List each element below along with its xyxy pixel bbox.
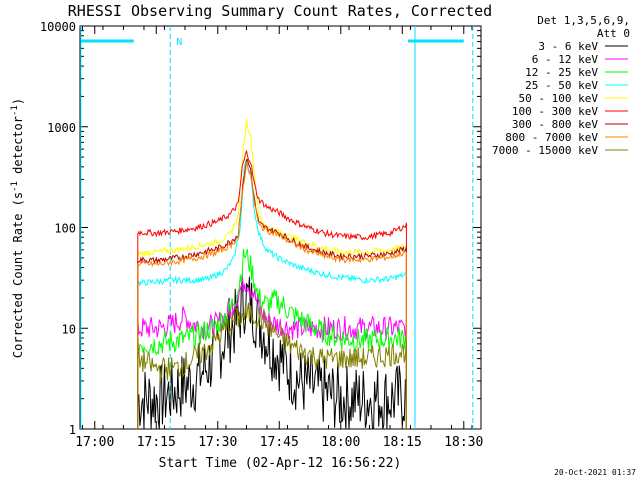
x-tick-label: 18:30: [444, 435, 483, 450]
legend-label: 800 - 7000 keV: [505, 131, 598, 144]
x-axis-label: Start Time (02-Apr-12 16:56:22): [159, 456, 402, 471]
series-line: [137, 273, 407, 429]
legend-label: 50 - 100 keV: [519, 92, 599, 105]
legend-label: 6 - 12 keV: [532, 53, 599, 66]
series-line: [137, 248, 407, 429]
x-tick-label: 17:30: [198, 435, 237, 450]
x-tick-label: 17:45: [260, 435, 299, 450]
series-line: [137, 158, 407, 429]
y-tick-label: 1000: [47, 121, 76, 135]
series-line: [137, 150, 407, 429]
series-line: [137, 274, 407, 430]
print-timestamp: 20-Oct-2021 01:37: [554, 468, 636, 477]
legend-header-2: Att 0: [597, 27, 630, 40]
y-tick-label: 1: [69, 423, 76, 437]
y-tick-label: 10: [62, 322, 76, 336]
x-tick-label: 18:15: [383, 435, 422, 450]
y-axis-label-sup2: -1: [10, 105, 20, 116]
x-tick-label: 18:00: [321, 435, 360, 450]
series-line: [137, 161, 407, 429]
y-tick-label: 10000: [40, 20, 76, 34]
y-axis-label-main: Corrected Count Rate (s: [11, 192, 25, 358]
legend-label: 3 - 6 keV: [538, 40, 598, 53]
legend-label: 12 - 25 keV: [525, 66, 598, 79]
series-line: [137, 302, 407, 429]
attenuator-label: N: [176, 37, 182, 48]
x-tick-label: 17:00: [75, 435, 114, 450]
y-axis-label-mid: detector: [11, 116, 25, 181]
x-tick-label: 17:15: [137, 435, 176, 450]
y-axis-label: Corrected Count Rate (s-1 detector-1): [10, 98, 25, 358]
y-axis-label-end: ): [11, 98, 25, 105]
chart-title: RHESSI Observing Summary Count Rates, Co…: [68, 2, 492, 20]
svg-text:Corrected Count Rate (s-1 dete: Corrected Count Rate (s-1 detector-1): [10, 98, 25, 358]
legend-label: 300 - 800 keV: [512, 118, 598, 131]
legend-header-1: Det 1,3,5,6,9,: [537, 14, 630, 27]
legend-label: 7000 - 15000 keV: [492, 144, 598, 157]
y-tick-label: 100: [54, 222, 76, 236]
plot-frame: [79, 25, 482, 430]
legend-label: 25 - 50 keV: [525, 79, 598, 92]
legend-label: 100 - 300 keV: [512, 105, 598, 118]
y-axis-label-sup1: -1: [10, 181, 20, 192]
